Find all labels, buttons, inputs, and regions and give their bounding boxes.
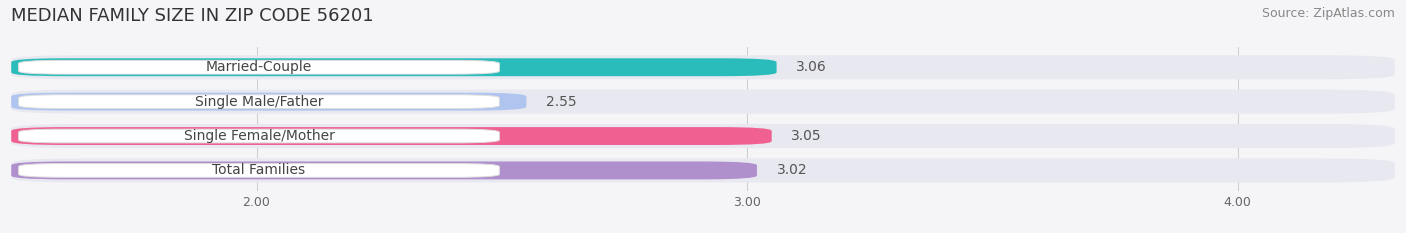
FancyBboxPatch shape: [11, 93, 526, 111]
FancyBboxPatch shape: [11, 90, 1395, 114]
FancyBboxPatch shape: [11, 124, 1395, 148]
Text: Single Male/Father: Single Male/Father: [195, 95, 323, 109]
FancyBboxPatch shape: [11, 161, 756, 179]
Text: MEDIAN FAMILY SIZE IN ZIP CODE 56201: MEDIAN FAMILY SIZE IN ZIP CODE 56201: [11, 7, 374, 25]
FancyBboxPatch shape: [18, 164, 499, 177]
Text: Single Female/Mother: Single Female/Mother: [184, 129, 335, 143]
Text: 3.05: 3.05: [792, 129, 823, 143]
FancyBboxPatch shape: [18, 95, 499, 109]
FancyBboxPatch shape: [18, 60, 499, 74]
FancyBboxPatch shape: [11, 58, 776, 76]
Text: 3.02: 3.02: [776, 163, 807, 177]
FancyBboxPatch shape: [18, 129, 499, 143]
Text: Total Families: Total Families: [212, 163, 305, 177]
Text: 3.06: 3.06: [796, 60, 827, 74]
Text: Source: ZipAtlas.com: Source: ZipAtlas.com: [1261, 7, 1395, 20]
FancyBboxPatch shape: [11, 55, 1395, 79]
FancyBboxPatch shape: [11, 158, 1395, 182]
Text: Married-Couple: Married-Couple: [205, 60, 312, 74]
FancyBboxPatch shape: [11, 127, 772, 145]
Text: 2.55: 2.55: [546, 95, 576, 109]
